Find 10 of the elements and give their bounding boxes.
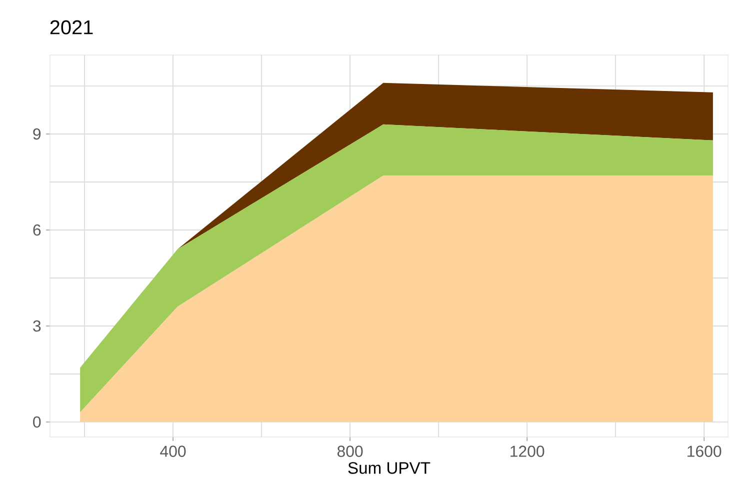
- x-tick-label: 800: [337, 446, 363, 457]
- y-tick-label: 0: [33, 416, 41, 428]
- y-tick-label: 3: [33, 320, 41, 332]
- y-tick-label: 6: [33, 224, 41, 236]
- x-tick-label: 1600: [688, 446, 722, 457]
- chart-title: 2021: [50, 20, 93, 34]
- x-tick-label: 400: [160, 446, 186, 457]
- y-tick-label: 9: [33, 128, 41, 140]
- x-axis-title: Sum UPVT: [348, 462, 430, 474]
- x-tick-label: 1200: [510, 446, 544, 457]
